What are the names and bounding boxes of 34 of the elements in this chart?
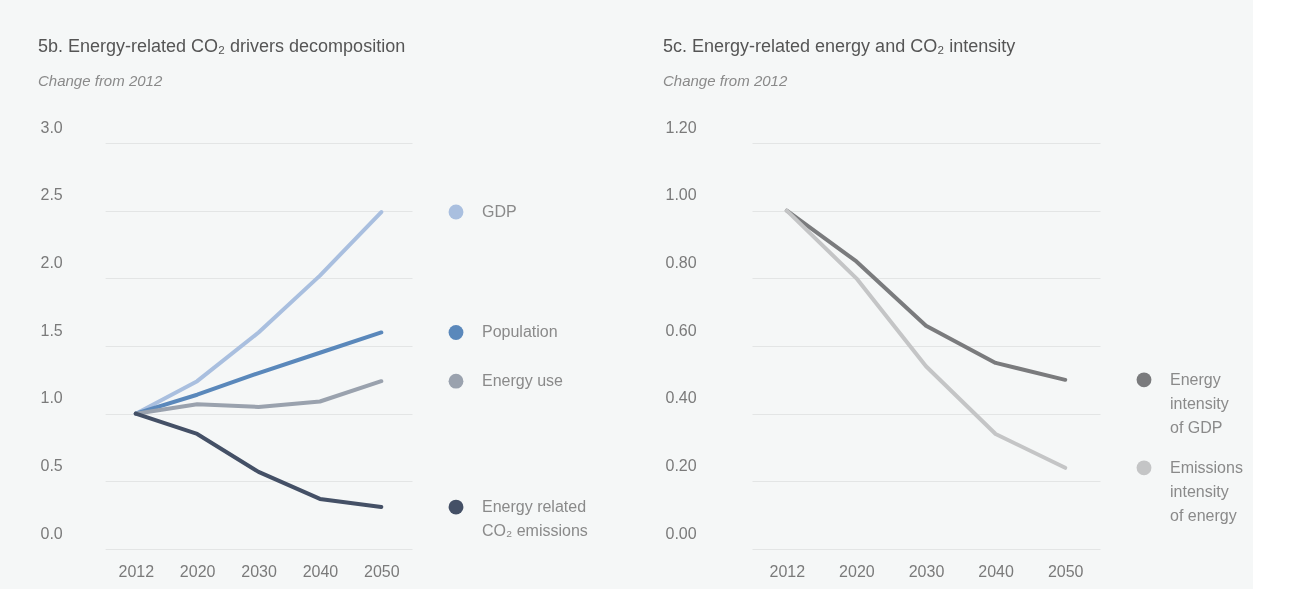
x-tick-label: 2030 [241, 562, 277, 580]
chart-title: 5b. Energy-related CO₂ drivers decomposition [38, 36, 406, 56]
y-tick-label: 0.00 [665, 524, 697, 542]
legend-label: Population [482, 323, 558, 341]
x-tick-label: 2012 [118, 562, 155, 580]
y-tick-label: 0.5 [40, 456, 63, 474]
x-tick-label: 2012 [769, 562, 806, 580]
x-tick-label: 2040 [978, 562, 1014, 580]
y-tick-label: 0.80 [665, 253, 697, 271]
x-tick-label: 2020 [839, 562, 875, 580]
y-tick-label: 2.0 [40, 253, 63, 271]
y-tick-label: 0.20 [665, 456, 697, 474]
y-tick-label: 1.5 [40, 321, 63, 339]
y-tick-label: 2.5 [40, 186, 63, 204]
x-tick-label: 2020 [179, 562, 216, 580]
chart-title: 5c. Energy-related energy and CO₂ intensity [663, 36, 1016, 56]
y-tick-label: 0.60 [665, 321, 697, 339]
y-tick-label: 3.0 [40, 118, 63, 136]
y-tick-label: 1.20 [665, 118, 697, 136]
legend-label: Emissions intensity of energy [1170, 458, 1243, 524]
x-tick-label: 2050 [1047, 562, 1084, 580]
legend-label: Energy related CO₂ emissions [482, 498, 588, 540]
x-tick-label: 2050 [364, 562, 400, 580]
y-tick-label: 1.00 [665, 186, 697, 204]
legend-label: Energy use [482, 372, 564, 390]
legend-label: Energy intensity of GDP [1170, 370, 1229, 436]
y-tick-label: 0.0 [40, 524, 63, 542]
x-tick-label: 2040 [302, 562, 339, 580]
x-tick-label: 2030 [908, 562, 945, 580]
y-tick-label: 0.40 [665, 389, 697, 407]
legend-label: GDP [482, 203, 517, 221]
chart-subtitle: Change from 2012 [38, 72, 163, 89]
y-tick-label: 1.0 [40, 389, 63, 407]
chart-subtitle: Change from 2012 [663, 72, 788, 89]
